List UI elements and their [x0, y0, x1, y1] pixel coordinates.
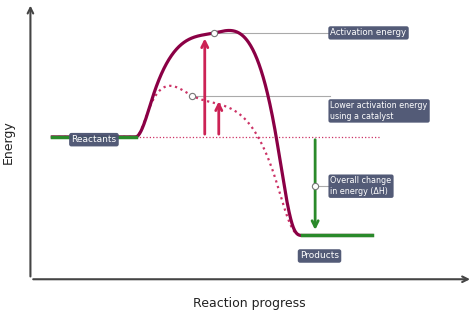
- Text: Energy: Energy: [2, 121, 15, 164]
- Text: Reaction progress: Reaction progress: [193, 297, 306, 310]
- Text: Overall change
in energy (ΔH): Overall change in energy (ΔH): [330, 177, 392, 196]
- Text: Products: Products: [300, 251, 339, 260]
- Text: Reactants: Reactants: [72, 135, 117, 144]
- Text: Activation energy: Activation energy: [330, 28, 407, 38]
- Text: Lower activation energy
using a catalyst: Lower activation energy using a catalyst: [330, 101, 428, 121]
